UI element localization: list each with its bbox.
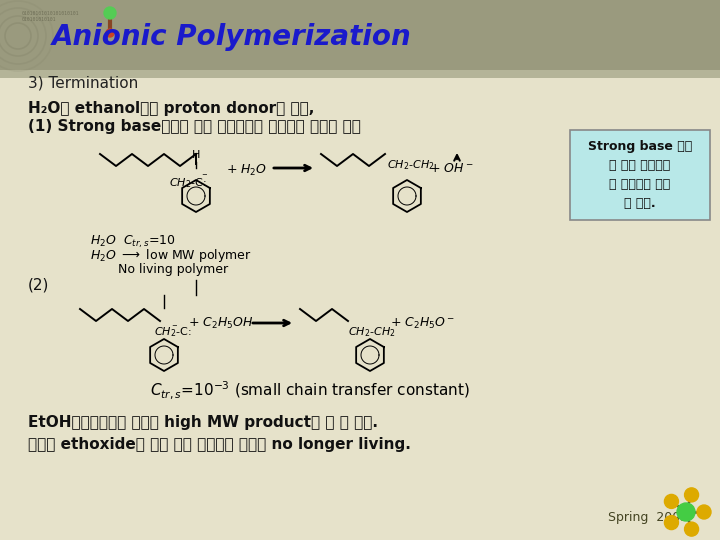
Text: 3) Termination: 3) Termination — [28, 76, 138, 91]
Text: 그러나 ethoxide는 사슬 끼파 반응하여 중합이 no longer living.: 그러나 ethoxide는 사슬 끼파 반응하여 중합이 no longer l… — [28, 436, 411, 451]
Text: $C_{tr,s}$=10$^{-3}$ (small chain transfer constant): $C_{tr,s}$=10$^{-3}$ (small chain transf… — [150, 379, 469, 401]
Circle shape — [697, 505, 711, 519]
Text: $+$ $OH^-$: $+$ $OH^-$ — [429, 161, 474, 174]
Circle shape — [677, 503, 695, 521]
Text: Strong base 이지
만 다시 개시반용
을 일으키기 충분
치 않음.: Strong base 이지 만 다시 개시반용 을 일으키기 충분 치 않음. — [588, 140, 692, 210]
Text: H₂O나 ethanol같은 proton donor에 의해,: H₂O나 ethanol같은 proton donor에 의해, — [28, 100, 315, 116]
Text: 010101010101: 010101010101 — [22, 17, 56, 22]
Text: $CH_2$-C:: $CH_2$-C: — [169, 176, 207, 190]
Text: EtOH존재하에서는 반응이 high MW product를 넣 수 있음.: EtOH존재하에서는 반응이 high MW product를 넣 수 있음. — [28, 415, 378, 429]
Text: $+$ $H_2O$: $+$ $H_2O$ — [226, 163, 267, 178]
Bar — [570, 130, 710, 220]
Text: (2): (2) — [28, 278, 50, 293]
Text: $CH_2$-$CH_2$: $CH_2$-$CH_2$ — [348, 325, 396, 339]
Bar — [0, 70, 720, 80]
Text: $^-$: $^-$ — [170, 323, 179, 333]
Circle shape — [685, 488, 698, 502]
Circle shape — [665, 516, 678, 530]
Circle shape — [685, 522, 698, 536]
Circle shape — [104, 7, 116, 19]
Text: $H_2O$  $C_{tr,s}$=10: $H_2O$ $C_{tr,s}$=10 — [90, 234, 176, 250]
Text: $+$ $C_2H_5O^-$: $+$ $C_2H_5O^-$ — [390, 315, 455, 330]
Text: $^-$: $^-$ — [199, 172, 208, 182]
Bar — [0, 78, 720, 540]
Text: $+$ $C_2H_5OH$: $+$ $C_2H_5OH$ — [188, 315, 253, 330]
Circle shape — [665, 495, 678, 509]
Text: $CH_2$-C:: $CH_2$-C: — [154, 325, 192, 339]
Text: $CH_2$-$CH_2$: $CH_2$-$CH_2$ — [387, 158, 435, 172]
Text: (1) Strong base이지만 다시 개시반응을 일으키기 충분치 않음: (1) Strong base이지만 다시 개시반응을 일으키기 충분치 않음 — [28, 118, 361, 133]
Text: Anionic Polymerization: Anionic Polymerization — [52, 23, 412, 51]
Text: Spring  2005: Spring 2005 — [608, 511, 688, 524]
Text: H: H — [192, 150, 200, 160]
Text: No living polymer: No living polymer — [118, 263, 228, 276]
Circle shape — [106, 29, 114, 37]
Text: $H_2O$ $\longrightarrow$ low MW polymer: $H_2O$ $\longrightarrow$ low MW polymer — [90, 247, 252, 264]
Bar — [0, 0, 720, 72]
Text: 01010101010101010101: 01010101010101010101 — [22, 11, 79, 16]
